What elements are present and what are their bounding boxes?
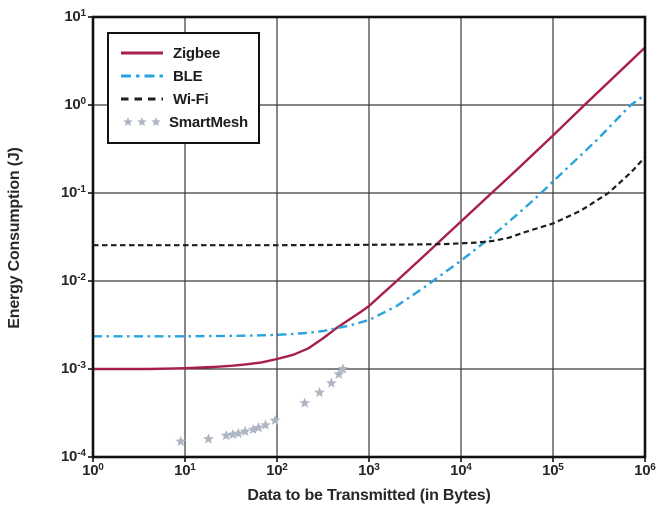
smartmesh-star-marker [326,377,337,388]
ble-curve [93,94,646,338]
legend-line-sample [121,74,163,78]
x-axis-title: Data to be Transmitted (in Bytes) [247,487,491,504]
y-tick-label: 101 [64,8,86,25]
wi-fi-curve [93,156,646,247]
x-tick-label: 100 [82,462,104,479]
y-tick-label: 10-4 [61,448,86,465]
x-tick-label: 104 [450,462,472,479]
y-tick-label: 10-2 [61,272,86,289]
smartmesh-star-marker [333,368,345,379]
smartmesh-star-marker [299,397,310,408]
x-tick-label: 106 [634,462,656,479]
legend-label: BLE [173,67,203,85]
legend-item-smartmesh: SmartMesh [120,111,248,133]
y-axis-title: Energy Consumption (J) [6,147,23,329]
legend-item-zigbee: Zigbee [120,42,248,64]
x-tick-label: 102 [266,462,288,479]
x-tick-label: 103 [358,462,380,479]
smartmesh-star-marker [227,428,238,440]
legend-item-wi-fi: Wi-Fi [120,88,248,110]
smartmesh-star-marker [253,422,264,433]
x-tick-label: 105 [542,462,564,479]
legend: Zigbee BLE Wi-Fi SmartMesh [107,32,260,144]
smartmesh-star-marker [337,363,349,374]
legend-label: Wi-Fi [173,90,209,108]
smartmesh-star-marker [175,435,187,446]
smartmesh-star-marker [220,430,232,441]
plot-frame [91,15,647,459]
x-tick-label: 101 [174,462,196,479]
smartmesh-star-marker [203,433,214,444]
legend-line-sample [121,97,163,101]
legend-label: Zigbee [173,44,221,62]
smartmesh-star-marker [260,419,271,430]
zigbee-curve [93,46,646,371]
y-tick-label: 100 [64,96,86,113]
smartmesh-star-marker [239,425,251,436]
smartmesh-star-marker [233,427,244,438]
legend-item-ble: BLE [120,65,248,87]
y-tick-label: 10-3 [61,360,86,377]
smartmesh-star-marker [314,386,325,398]
legend-label: SmartMesh [168,113,248,131]
y-tick-label: 10-1 [61,184,86,201]
smartmesh-star-marker [269,414,281,425]
legend-stars-sample [123,117,160,126]
legend-line-sample [121,51,163,55]
